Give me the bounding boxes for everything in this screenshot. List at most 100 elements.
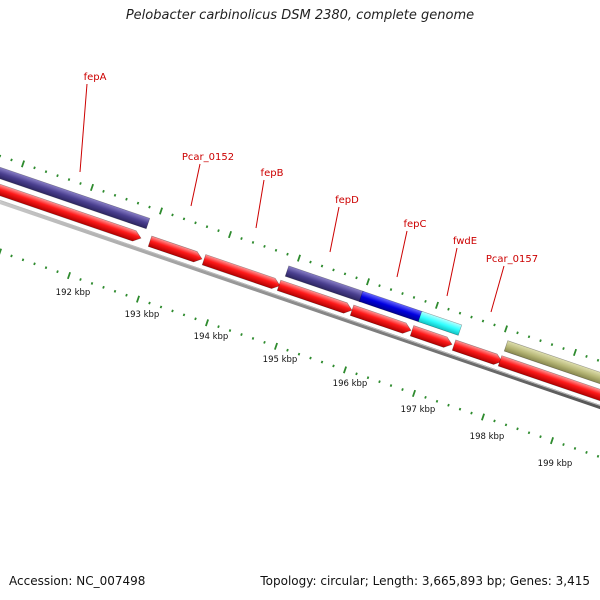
tick-dot xyxy=(378,284,381,288)
kbp-tick-label: 199 kbp xyxy=(538,459,573,469)
outer-tick-dot xyxy=(596,454,600,458)
gene-leader-line xyxy=(490,265,505,313)
tick-dots-band xyxy=(0,154,600,362)
outer-tick-dot xyxy=(10,254,13,258)
outer-tick-dot xyxy=(378,380,381,384)
tick-dot xyxy=(389,288,393,292)
tick-dot xyxy=(21,160,25,168)
outer-tick-dot xyxy=(136,295,140,303)
outer-tick-dot xyxy=(182,313,186,317)
outer-tick-dot xyxy=(125,293,128,297)
tick-dot xyxy=(79,182,82,185)
tick-dot xyxy=(366,278,370,286)
tick-dot xyxy=(320,264,324,268)
outer-tick-dot xyxy=(205,319,209,327)
tick-dot xyxy=(585,354,588,358)
outer-tick-dot xyxy=(113,289,117,293)
cog-feature-khaki xyxy=(503,340,600,388)
outer-tick-dot xyxy=(194,317,197,321)
outer-tick-dot xyxy=(458,407,462,411)
outer-tick-dot xyxy=(412,389,416,398)
outer-tick-dot xyxy=(504,423,508,427)
outer-tick-dot xyxy=(148,301,151,305)
outer-tick-dot xyxy=(217,325,220,329)
tick-dot xyxy=(435,301,439,309)
tick-dot xyxy=(458,311,462,315)
cds-arrow xyxy=(409,325,453,348)
cog-feature-slate xyxy=(0,163,151,230)
tick-dot xyxy=(562,347,565,350)
cog-feature-blue xyxy=(358,290,424,323)
outer-tick-dot xyxy=(562,443,565,446)
tick-dot xyxy=(573,348,577,357)
gene-label: fepA xyxy=(84,72,107,83)
accession-text: Accession: NC_007498 xyxy=(9,574,146,588)
outer-tick-dot xyxy=(79,278,82,281)
outer-tick-dot xyxy=(435,399,439,403)
outer-tick-dot xyxy=(366,376,370,380)
tick-dot xyxy=(274,248,278,252)
cog-feature-cyan xyxy=(417,310,463,336)
gene-labels: fepA Pcar_0152 fepB fepD fepC fwdE Pcar_0157 xyxy=(79,72,538,313)
tick-dot xyxy=(550,343,554,347)
gene-leader-line xyxy=(329,206,340,253)
outer-tick-dot xyxy=(159,305,163,309)
outer-tick-dot xyxy=(447,403,450,407)
gene-leader-line xyxy=(396,230,408,278)
tick-dot xyxy=(596,358,600,362)
tick-dot xyxy=(148,205,151,209)
tick-dot xyxy=(194,221,197,225)
outer-tick-dot xyxy=(228,329,232,333)
outer-tick-dot xyxy=(297,352,301,356)
tick-dot xyxy=(493,323,496,327)
outer-tick-dot xyxy=(516,427,519,431)
backbone-line xyxy=(0,200,600,410)
outer-tick-dot xyxy=(21,258,25,262)
tick-dot xyxy=(527,335,531,339)
outer-tick-dot xyxy=(401,388,404,391)
tick-dot xyxy=(412,296,416,299)
tick-dot xyxy=(504,325,508,333)
outer-tick-dot xyxy=(389,384,393,388)
tick-dot xyxy=(171,213,174,217)
outer-tick-dot xyxy=(355,372,358,376)
tick-dot xyxy=(90,183,94,192)
kbp-tick-label: 198 kbp xyxy=(470,432,505,442)
tick-dot xyxy=(67,178,71,182)
feature-tracks xyxy=(0,163,600,402)
outer-tick-dot xyxy=(481,413,485,421)
outer-tick-dot xyxy=(56,270,59,274)
tick-dot xyxy=(297,254,301,262)
tick-dot xyxy=(240,237,243,240)
cds-arrow xyxy=(451,339,503,365)
gene-label: Pcar_0157 xyxy=(486,254,538,265)
tick-dot xyxy=(125,197,128,201)
outer-tick-dot xyxy=(309,356,312,360)
tick-dot xyxy=(113,193,117,197)
tick-dot xyxy=(332,268,335,272)
cds-arrow xyxy=(0,180,142,242)
kbp-tick-label: 196 kbp xyxy=(333,379,368,389)
cds-arrow xyxy=(201,254,281,289)
outer-tick-dots-band xyxy=(0,248,600,458)
tick-dot xyxy=(481,319,485,323)
kbp-tick-label: 193 kbp xyxy=(125,310,160,320)
cds-arrow xyxy=(147,235,203,263)
backbone-highlight xyxy=(0,200,600,407)
gene-label: fepC xyxy=(403,219,426,230)
kbp-tick-label: 197 kbp xyxy=(401,405,436,415)
outer-tick-dot xyxy=(274,342,278,350)
outer-tick-dot xyxy=(286,348,289,352)
tick-dot xyxy=(10,158,13,162)
gene-leader-line xyxy=(190,163,201,207)
outer-tick-dot xyxy=(527,431,531,435)
tick-dot xyxy=(355,276,358,280)
tick-dot xyxy=(401,292,404,295)
gene-label: fwdE xyxy=(453,236,477,247)
outer-tick-dot xyxy=(33,262,36,266)
tick-dot xyxy=(263,244,266,248)
tick-dot xyxy=(102,189,105,193)
outer-tick-dot xyxy=(90,282,94,285)
cds-arrow xyxy=(497,355,600,402)
